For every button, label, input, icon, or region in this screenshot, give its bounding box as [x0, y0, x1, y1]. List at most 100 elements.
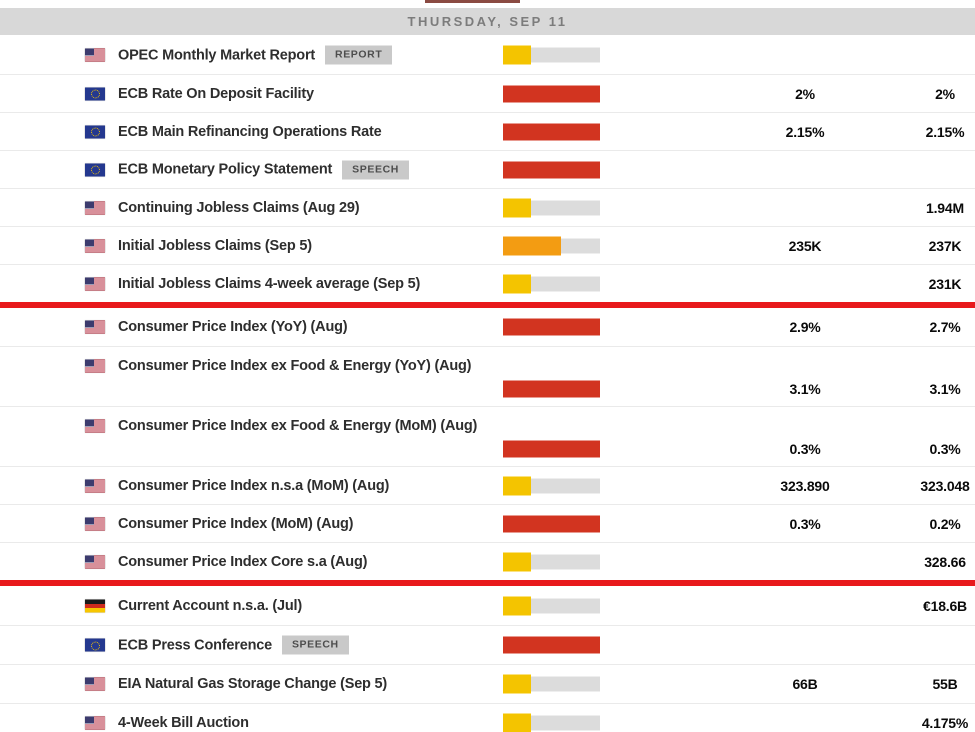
event-row[interactable]: ECB Main Refinancing Operations Rate 2.1… [0, 112, 975, 150]
event-title-wrap: Consumer Price Index (YoY) (Aug) [118, 319, 348, 335]
importance-bar [503, 440, 600, 458]
event-title-wrap: Consumer Price Index n.s.a (MoM) (Aug) [118, 478, 389, 494]
importance-bar-fill [503, 85, 600, 102]
event-row[interactable]: Initial Jobless Claims (Sep 5) 235K 237K [0, 226, 975, 264]
event-title: ECB Rate On Deposit Facility [118, 85, 314, 102]
event-title: Consumer Price Index (MoM) (Aug) [118, 515, 354, 532]
event-row[interactable]: Consumer Price Index Core s.a (Aug) 328.… [0, 542, 975, 580]
event-title-wrap: Consumer Price Index Core s.a (Aug) [118, 554, 367, 570]
previous-value: €18.6B [923, 597, 967, 614]
event-title-wrap: Consumer Price Index ex Food & Energy (Y… [118, 358, 471, 374]
previous-value: 237K [928, 237, 962, 254]
event-title: OPEC Monthly Market Report [118, 47, 316, 63]
eu-flag-icon [85, 125, 105, 138]
event-title-wrap: Initial Jobless Claims (Sep 5) [118, 238, 312, 254]
event-title: Current Account n.s.a. (Jul) [118, 597, 302, 614]
importance-bar-fill [503, 198, 532, 217]
cutoff-previous-row-remnant [425, 0, 520, 3]
importance-bar-fill [503, 161, 600, 178]
event-row[interactable]: ECB Monetary Policy Statement SPEECH [0, 150, 975, 188]
eu-flag-icon [85, 163, 105, 176]
event-title-wrap: Continuing Jobless Claims (Aug 29) [118, 200, 360, 216]
importance-bar [503, 45, 600, 65]
event-row[interactable]: 4-Week Bill Auction 4.175% [0, 703, 975, 732]
forecast-value: 0.3% [789, 441, 821, 457]
previous-value: 2% [935, 85, 955, 102]
event-row[interactable]: Continuing Jobless Claims (Aug 29) 1.94M [0, 188, 975, 226]
previous-value: 323.048 [920, 477, 970, 494]
event-rows: OPEC Monthly Market Report REPORT ECB Ra… [0, 36, 975, 732]
day-separator-line [0, 580, 975, 586]
importance-bar [503, 161, 600, 178]
importance-bar [503, 552, 600, 571]
previous-value: 1.94M [926, 199, 964, 216]
previous-value: 2.15% [925, 123, 965, 140]
event-row[interactable]: Consumer Price Index ex Food & Energy (M… [0, 406, 975, 466]
event-row[interactable]: ECB Press Conference SPEECH [0, 625, 975, 664]
event-title: Initial Jobless Claims 4-week average (S… [118, 275, 421, 292]
importance-bar-fill [503, 552, 532, 571]
event-title: EIA Natural Gas Storage Change (Sep 5) [118, 676, 388, 692]
event-title-wrap: Initial Jobless Claims 4-week average (S… [118, 276, 420, 292]
eu-flag-icon [85, 87, 105, 100]
importance-bar [503, 198, 600, 217]
event-title-wrap: ECB Press Conference SPEECH [118, 635, 349, 655]
day-header: THURSDAY, SEP 11 [0, 8, 975, 35]
event-title-wrap: Consumer Price Index (MoM) (Aug) [118, 516, 353, 532]
event-title: ECB Press Conference [118, 637, 272, 653]
us-flag-icon [85, 419, 105, 433]
previous-value: 328.66 [924, 553, 966, 570]
forecast-value: 2% [795, 85, 815, 102]
event-row[interactable]: Consumer Price Index ex Food & Energy (Y… [0, 346, 975, 406]
event-title-wrap: ECB Monetary Policy Statement SPEECH [118, 160, 409, 179]
importance-bar-fill [503, 596, 532, 615]
us-flag-icon [85, 201, 105, 214]
importance-bar-fill [503, 674, 532, 694]
event-title-wrap: Current Account n.s.a. (Jul) [118, 598, 302, 614]
event-title-wrap: OPEC Monthly Market Report REPORT [118, 45, 393, 65]
event-row[interactable]: Current Account n.s.a. (Jul) €18.6B [0, 586, 975, 625]
importance-bar [503, 515, 600, 532]
us-flag-icon [85, 277, 105, 290]
previous-value: 231K [928, 275, 962, 292]
event-title-wrap: ECB Rate On Deposit Facility [118, 86, 314, 102]
event-title: Consumer Price Index n.s.a (MoM) (Aug) [118, 477, 390, 494]
eu-flag-icon [85, 638, 105, 652]
previous-value: 2.7% [929, 319, 961, 335]
importance-bar-fill [503, 440, 600, 458]
event-row[interactable]: Consumer Price Index n.s.a (MoM) (Aug) 3… [0, 466, 975, 504]
importance-bar-fill [503, 380, 600, 398]
importance-bar-fill [503, 515, 600, 532]
forecast-value: 323.890 [780, 477, 830, 494]
importance-bar-fill [503, 713, 532, 732]
previous-value: 0.2% [929, 515, 961, 532]
us-flag-icon [85, 479, 105, 492]
event-title: ECB Main Refinancing Operations Rate [118, 123, 382, 140]
us-flag-icon [85, 677, 105, 691]
event-row[interactable]: Consumer Price Index (MoM) (Aug) 0.3% 0.… [0, 504, 975, 542]
event-title: Consumer Price Index ex Food & Energy (M… [118, 418, 478, 434]
importance-bar-fill [503, 236, 562, 255]
importance-bar [503, 636, 600, 654]
forecast-value: 2.15% [785, 123, 825, 140]
event-title-wrap: ECB Main Refinancing Operations Rate [118, 124, 382, 140]
importance-bar-fill [503, 318, 600, 336]
event-row[interactable]: EIA Natural Gas Storage Change (Sep 5) 6… [0, 664, 975, 703]
previous-value: 55B [932, 676, 958, 692]
event-row[interactable]: OPEC Monthly Market Report REPORT [0, 36, 975, 74]
event-title-wrap: Consumer Price Index ex Food & Energy (M… [118, 418, 477, 434]
forecast-value: 235K [788, 237, 822, 254]
event-title-wrap: EIA Natural Gas Storage Change (Sep 5) [118, 676, 387, 692]
forecast-value: 66B [792, 676, 818, 692]
event-row[interactable]: ECB Rate On Deposit Facility 2% 2% [0, 74, 975, 112]
de-flag-icon [85, 599, 105, 612]
forecast-value: 0.3% [789, 515, 821, 532]
event-row[interactable]: Initial Jobless Claims 4-week average (S… [0, 264, 975, 302]
event-title: Consumer Price Index (YoY) (Aug) [118, 319, 348, 335]
importance-bar [503, 274, 600, 293]
importance-bar-fill [503, 123, 600, 140]
day-header-label: THURSDAY, SEP 11 [407, 14, 568, 29]
importance-bar-fill [503, 476, 532, 495]
us-flag-icon [85, 716, 105, 730]
event-row[interactable]: Consumer Price Index (YoY) (Aug) 2.9% 2.… [0, 308, 975, 346]
